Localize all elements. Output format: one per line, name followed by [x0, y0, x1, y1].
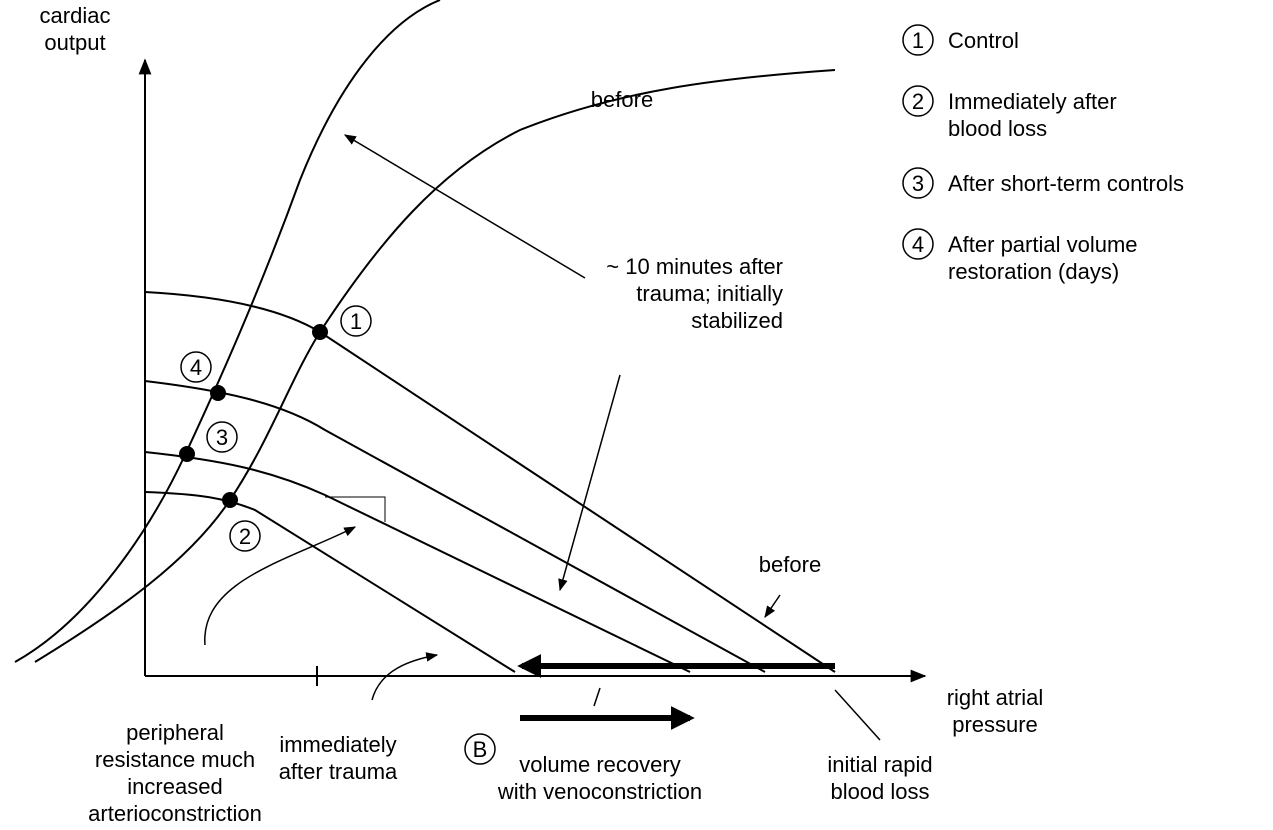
legend-ring: [902, 24, 934, 56]
arrow: [764, 594, 781, 618]
labels: cardiac output right atrial pressure bef…: [40, 3, 1044, 826]
legend-ring: [902, 85, 934, 117]
legend-text: Immediately after: [948, 89, 1117, 114]
arrow: [204, 526, 357, 646]
annotation: increased: [127, 774, 222, 799]
legend-text: After short-term controls: [948, 171, 1184, 196]
legend: 1 Control 2 Immediately after blood loss…: [902, 24, 1184, 284]
annotation: resistance much: [95, 747, 255, 772]
point-ring: [340, 305, 372, 337]
cardiac-curve-after: [14, 0, 441, 663]
angle-mark: [325, 496, 386, 522]
annotation: initial rapid: [827, 752, 932, 777]
pointer: [834, 689, 881, 741]
annotation: after trauma: [279, 759, 398, 784]
annotation: peripheral: [126, 720, 224, 745]
venous-curve-4: [144, 380, 766, 673]
curve-label: before: [759, 552, 821, 577]
annotation: ~ 10 minutes after: [606, 254, 783, 279]
legend-text: blood loss: [948, 116, 1047, 141]
axes: [138, 58, 927, 686]
y-label: cardiac: [40, 3, 111, 28]
legend-text: Control: [948, 28, 1019, 53]
arrow: [558, 374, 621, 592]
b-ring: [464, 733, 496, 765]
legend-marker: 2: [912, 89, 924, 114]
point-label: 1: [350, 309, 362, 334]
point-label: 2: [239, 524, 251, 549]
venous-curve-3: [144, 451, 691, 673]
annotation: immediately: [279, 732, 396, 757]
legend-text: restoration (days): [948, 259, 1119, 284]
legend-ring: [902, 167, 934, 199]
y-label: output: [44, 30, 105, 55]
point-ring: [206, 421, 238, 453]
pointer: [593, 687, 601, 707]
legend-marker: 1: [912, 28, 924, 53]
point: [312, 324, 328, 340]
venous-curve-2: [144, 491, 516, 673]
point-ring: [180, 351, 212, 383]
annotation: with venoconstriction: [497, 779, 702, 804]
legend-text: After partial volume: [948, 232, 1138, 257]
arrows: [204, 134, 881, 741]
cardiac-curve-before: [34, 69, 836, 663]
venous-return-curves: [144, 291, 836, 673]
annotation: trauma; initially: [636, 281, 783, 306]
annotation: arterioconstriction: [88, 801, 262, 826]
arrow: [343, 134, 586, 279]
curve-label: before: [591, 87, 653, 112]
annotation: blood loss: [830, 779, 929, 804]
b-label: B: [473, 737, 488, 762]
x-label: pressure: [952, 712, 1038, 737]
point-label: 3: [216, 425, 228, 450]
legend-ring: [902, 228, 934, 260]
points: 1 2 3 4 B: [179, 305, 496, 765]
point-label: 4: [190, 355, 202, 380]
point: [210, 385, 226, 401]
point: [222, 492, 238, 508]
legend-marker: 4: [912, 232, 924, 257]
venous-curve-1: [144, 291, 836, 673]
point-ring: [229, 520, 261, 552]
point: [179, 446, 195, 462]
annotation: stabilized: [691, 308, 783, 333]
cardiac-curves: [14, 0, 836, 663]
annotation: volume recovery: [519, 752, 680, 777]
x-label: right atrial: [947, 685, 1044, 710]
arrow: [371, 652, 439, 701]
legend-marker: 3: [912, 171, 924, 196]
